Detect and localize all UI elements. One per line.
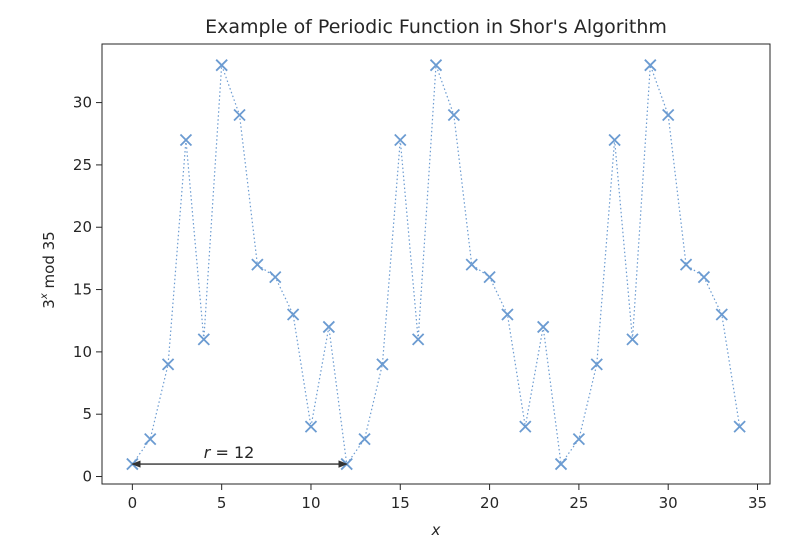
data-point: [662, 108, 675, 122]
y-tick-label: 20: [73, 218, 92, 236]
x-axis-label: x: [431, 521, 441, 538]
x-tick-label: 0: [128, 494, 138, 512]
data-point: [179, 133, 193, 147]
plot-frame: [101, 43, 771, 485]
x-tick-label: 20: [480, 494, 499, 512]
y-tick-label: 30: [73, 94, 92, 112]
x-tick-label: 15: [391, 494, 410, 512]
data-point: [679, 258, 693, 271]
data-point: [358, 432, 371, 446]
y-axis-label: 3x mod 35: [39, 231, 58, 308]
x-axis: 0 5 10 15 20 25 30 35: [128, 484, 767, 512]
x-tick-label: 30: [659, 494, 678, 512]
data-point: [715, 308, 728, 321]
x-tick-label: 10: [301, 494, 320, 512]
data-point: [429, 59, 443, 72]
data-point: [572, 432, 586, 446]
data-point: [626, 333, 639, 346]
x-tick-label: 5: [217, 494, 227, 512]
data-point: [376, 358, 389, 371]
data-point: [733, 420, 746, 433]
y-tick-label: 5: [82, 405, 92, 423]
data-point: [697, 270, 711, 284]
data-point: [590, 358, 603, 371]
y-tick-label: 10: [73, 343, 92, 361]
data-point: [644, 59, 657, 72]
y-tick-label: 15: [73, 281, 92, 299]
x-tick-label: 35: [748, 494, 767, 512]
data-point: [251, 258, 264, 271]
data-point: [304, 420, 318, 433]
data-point: [394, 133, 407, 147]
data-point: [465, 258, 478, 271]
series-line: [131, 64, 741, 466]
x-tick-label: 25: [569, 494, 588, 512]
data-point: [197, 333, 210, 346]
data-point: [215, 59, 228, 72]
data-point: [537, 320, 550, 334]
data-point: [501, 308, 514, 321]
data-point: [412, 333, 425, 346]
plot-area: r = 12: [126, 59, 746, 471]
data-point: [519, 420, 532, 433]
data-point: [286, 308, 300, 321]
data-point: [554, 457, 568, 471]
data-point: [483, 270, 496, 284]
data-point: [269, 270, 282, 284]
y-axis: 0 5 10 15 20 25 30: [73, 94, 102, 486]
data-point: [608, 133, 621, 147]
period-annotation: r = 12: [204, 443, 255, 462]
data-point: [447, 108, 460, 122]
chart-title: Example of Periodic Function in Shor's A…: [205, 16, 667, 38]
y-tick-label: 0: [82, 468, 92, 486]
data-point: [322, 320, 335, 334]
data-point: [161, 358, 175, 371]
data-point: [144, 432, 157, 446]
y-tick-label: 25: [73, 156, 92, 174]
data-point: [233, 108, 246, 122]
